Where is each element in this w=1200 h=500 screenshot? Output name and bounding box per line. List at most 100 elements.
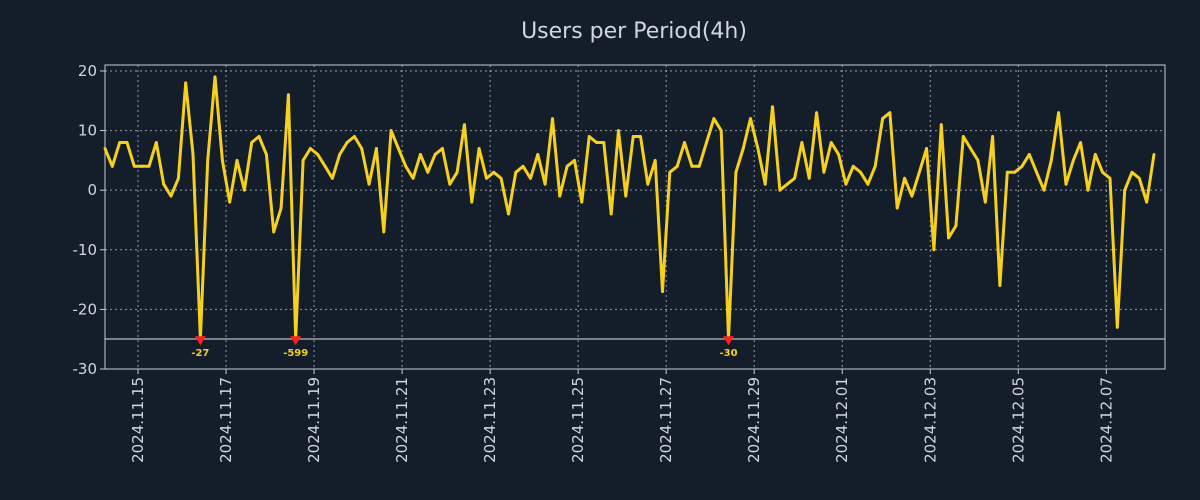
data-point xyxy=(998,284,1002,287)
data-point xyxy=(844,182,848,186)
series-line-users xyxy=(103,75,1156,341)
y-tick-label: -20 xyxy=(73,300,98,318)
data-point xyxy=(1123,188,1127,192)
clip-marker xyxy=(194,336,206,346)
data-point xyxy=(976,158,980,162)
data-point xyxy=(367,182,371,186)
data-point xyxy=(257,135,261,138)
data-point xyxy=(1049,158,1053,162)
x-tick-label: 2024.11.29 xyxy=(745,377,763,463)
data-point xyxy=(785,182,789,186)
x-axis: 2024.11.15 2024.11.17 2024.11.19 2024.11.21… xyxy=(129,369,1115,463)
data-point xyxy=(110,164,114,168)
data-point xyxy=(1086,188,1090,192)
x-tick-label: 2024.12.03 xyxy=(921,377,939,463)
clip-value-label: -599 xyxy=(283,348,308,359)
data-point xyxy=(624,194,628,198)
data-point xyxy=(448,182,452,186)
data-point xyxy=(705,141,708,144)
x-tick-label: 2024.11.17 xyxy=(217,377,235,463)
chart-title: Users per Period(4h) xyxy=(521,19,747,44)
data-point xyxy=(815,111,818,115)
data-point xyxy=(308,147,312,150)
y-tick-label: 10 xyxy=(78,122,97,140)
data-point xyxy=(272,230,276,234)
data-point xyxy=(763,182,767,186)
data-point xyxy=(1079,141,1083,144)
data-point xyxy=(675,164,679,168)
data-point xyxy=(125,141,129,144)
data-point xyxy=(639,135,642,138)
data-point xyxy=(910,194,914,198)
data-point xyxy=(411,176,415,180)
data-point xyxy=(382,230,386,234)
data-point xyxy=(492,170,496,174)
data-point xyxy=(345,141,349,144)
data-point xyxy=(888,111,892,115)
data-point xyxy=(939,123,943,127)
data-point xyxy=(741,147,745,150)
x-tick-label: 2024.11.23 xyxy=(481,377,499,463)
data-point xyxy=(565,164,569,168)
data-point xyxy=(397,147,400,150)
data-point xyxy=(191,153,195,156)
data-point xyxy=(609,212,613,216)
data-point xyxy=(404,164,408,168)
data-point xyxy=(206,158,210,162)
data-point xyxy=(580,200,584,204)
data-point xyxy=(771,105,774,109)
data-point xyxy=(1101,170,1105,174)
x-tick-label: 2024.11.25 xyxy=(569,377,587,463)
data-point xyxy=(646,182,650,186)
data-point xyxy=(220,158,224,162)
clip-marker xyxy=(723,336,735,346)
plot-area-frame xyxy=(104,64,1166,370)
data-point xyxy=(132,164,136,168)
data-point xyxy=(1145,200,1149,204)
data-point xyxy=(734,170,738,174)
data-point xyxy=(228,200,232,204)
data-point xyxy=(184,81,188,85)
data-point xyxy=(154,141,158,144)
x-tick-label: 2024.12.07 xyxy=(1097,377,1115,463)
data-point xyxy=(1137,176,1141,180)
data-point xyxy=(859,170,862,174)
data-point xyxy=(353,135,356,138)
data-point xyxy=(426,170,430,174)
data-point xyxy=(463,123,466,127)
data-point xyxy=(419,153,422,156)
data-point xyxy=(507,212,510,216)
data-point xyxy=(837,153,840,156)
clip-markers: -27 -599 -30 xyxy=(191,336,738,359)
x-tick-label: 2024.11.21 xyxy=(393,377,411,463)
data-point xyxy=(1027,153,1031,156)
data-point xyxy=(1071,158,1075,162)
data-point xyxy=(147,164,151,168)
data-point xyxy=(169,194,173,198)
data-point xyxy=(543,182,547,186)
data-point xyxy=(529,176,532,180)
y-axis: 20 10 0 -10 -20 -30 xyxy=(73,62,105,378)
data-point xyxy=(140,164,144,168)
clip-marker xyxy=(290,336,302,346)
data-point xyxy=(558,194,562,198)
data-point xyxy=(433,153,437,156)
data-point xyxy=(969,147,973,150)
data-point xyxy=(235,158,239,162)
data-point xyxy=(1035,170,1039,174)
data-point xyxy=(829,141,833,144)
data-point xyxy=(807,176,811,180)
data-point xyxy=(617,129,620,132)
x-tick-label: 2024.12.05 xyxy=(1009,377,1027,463)
y-tick-label: -30 xyxy=(73,360,98,378)
data-point xyxy=(991,135,995,138)
data-point xyxy=(118,141,122,144)
data-point xyxy=(1020,164,1024,168)
data-point xyxy=(1152,153,1156,156)
data-point xyxy=(595,141,598,144)
data-point xyxy=(668,170,672,174)
y-tick-label: -10 xyxy=(73,241,98,259)
data-point xyxy=(338,153,342,156)
data-point xyxy=(653,158,657,162)
